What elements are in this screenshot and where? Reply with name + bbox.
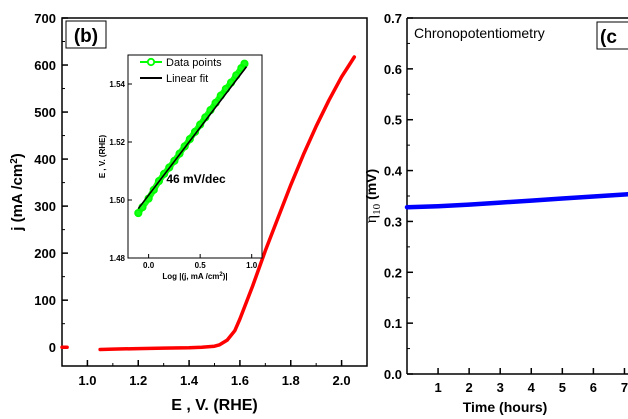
panel-c-xtick-label: 3: [497, 380, 504, 395]
inset-xlabel: Log |(j, mA /cm2)|: [162, 272, 227, 281]
inset-frame: [127, 54, 263, 259]
panel-b-label-box: [65, 20, 107, 49]
panel-b-ytick-label: 600: [34, 58, 56, 73]
panel-b-ytick-label: 700: [34, 11, 56, 26]
panel-c-ytick-label: 0.5: [384, 113, 402, 128]
inset-fit-line: [137, 66, 248, 210]
inset-ytick-label: 1.52: [109, 138, 125, 147]
panel-c-ytick-label: 0.0: [384, 367, 402, 382]
panel-c-label: (c: [600, 27, 617, 48]
panel-b-xlabel: E , V. (RHE): [171, 397, 258, 414]
inset-legend-label-1: Linear fit: [166, 73, 208, 85]
panel-c-ytick-label: 0.3: [384, 214, 402, 229]
panel-b-xtick-label: 1.8: [282, 373, 300, 388]
panel-c-ytick-label: 0.7: [384, 11, 402, 26]
inset-ytick-label: 1.50: [109, 196, 125, 205]
panel-b-xtick-label: 1.2: [129, 373, 147, 388]
panel-c-title: Chronopotentiometry: [414, 25, 545, 41]
panel-b-xtick-label: 1.4: [180, 373, 199, 388]
panel-b-ytick-label: 0: [49, 340, 56, 355]
panel-b-ytick-label: 200: [34, 246, 56, 261]
panel-b-series-0: [98, 55, 357, 352]
panel-c-ytick-label: 0.6: [384, 62, 402, 77]
panel-b-xtick-label: 1.0: [78, 373, 96, 388]
inset-ytick-label: 1.54: [109, 80, 125, 89]
panel-b-xtick-label: 2.0: [333, 373, 351, 388]
panel-b-ytick-label: 300: [34, 199, 56, 214]
inset-legend-marker-0: [146, 57, 156, 67]
panel-b-ytick-label: 400: [34, 152, 56, 167]
inset-ytick-label: 1.48: [109, 254, 125, 263]
panel-b-ytick-label: 500: [34, 105, 56, 120]
inset-xtick-label: 1.0: [246, 261, 258, 270]
panel-c-xtick-label: 4: [528, 380, 536, 395]
inset-legend-label-0: Data points: [166, 57, 222, 69]
inset-slope-annotation: 46 mV/dec: [166, 172, 226, 186]
inset-xtick-label: 0.0: [143, 261, 155, 270]
panel-b-label: (b): [74, 26, 98, 47]
panel-b-ytick-label: 100: [34, 293, 56, 308]
panel-c-xlabel: Time (hours): [463, 399, 548, 415]
panel-c-label-box: [596, 21, 628, 50]
panel-c-ylabel: η10 (mV): [363, 169, 383, 223]
panel-c-xtick-label: 1: [434, 380, 441, 395]
inset-ylabel: E , V. (RHE): [98, 135, 107, 179]
inset-xtick-label: 0.5: [195, 261, 207, 270]
panel-c-xtick-label: 5: [559, 380, 566, 395]
panel-b-ylabel: j (mA /cm2): [9, 153, 26, 232]
panel-c-xtick-label: 6: [590, 380, 597, 395]
panel-c-ytick-label: 0.4: [384, 164, 403, 179]
panel-b-xtick-label: 1.6: [231, 373, 249, 388]
panel-c-ytick-label: 0.1: [384, 316, 402, 331]
panel-c-ytick-label: 0.2: [384, 265, 402, 280]
panel-c-xtick-label: 2: [466, 380, 473, 395]
panel-c-xtick-label: 7: [621, 380, 628, 395]
panel-c-series-0: [404, 192, 628, 210]
